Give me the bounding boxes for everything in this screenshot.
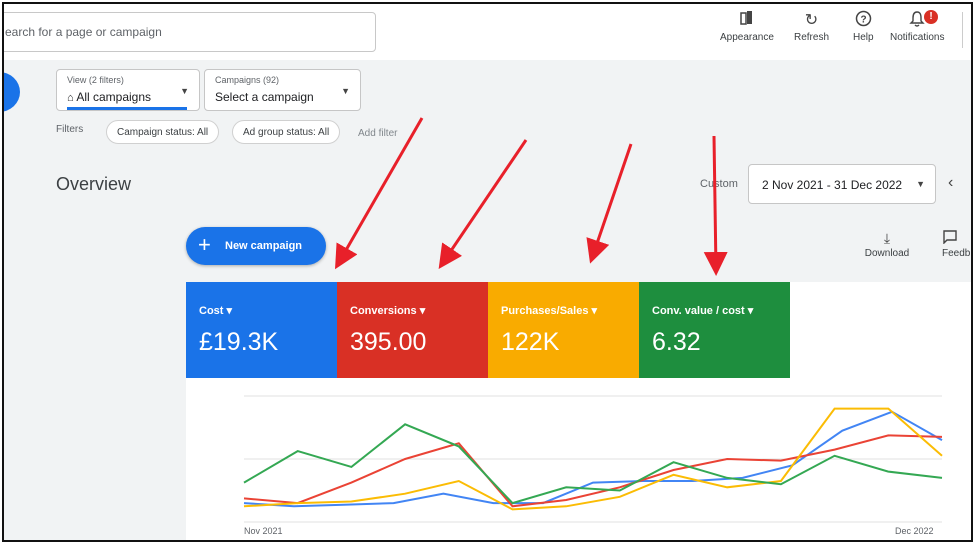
filters-label: Filters [56, 124, 84, 135]
appearance-button[interactable]: Appearance [720, 10, 774, 43]
refresh-label: Refresh [794, 32, 830, 43]
download-label: Download [864, 248, 910, 259]
new-campaign-button[interactable]: + New campaign [186, 227, 326, 265]
metric-tile-cost[interactable]: Cost ▾ £19.3K [186, 282, 337, 378]
arrow-to-conversions [438, 139, 528, 269]
appearance-label: Appearance [720, 32, 774, 43]
view-value: ⌂ All campaigns [67, 90, 151, 104]
series-line-3 [243, 423, 943, 505]
notification-badge: ! [924, 10, 938, 24]
view-caption: View (2 filters) [67, 75, 124, 85]
chevron-down-icon: ▼ [916, 179, 925, 189]
chart-series [243, 407, 943, 511]
help-button[interactable]: ? Help [853, 10, 874, 43]
help-icon: ? [853, 10, 874, 32]
view-underline [67, 107, 187, 110]
add-filter-link[interactable]: Add filter [358, 128, 398, 139]
x-axis-start-label: Nov 2021 [244, 526, 283, 536]
search-placeholder: earch for a page or campaign [5, 25, 162, 39]
campaign-caption: Campaigns (92) [215, 75, 280, 85]
metric-value: 395.00 [350, 328, 427, 356]
ad-group-status-filter-chip[interactable]: Ad group status: All [232, 120, 341, 144]
metric-value: 6.32 [652, 328, 701, 356]
previous-period-icon[interactable]: ‹ [948, 174, 954, 191]
series-line-0 [243, 410, 943, 508]
chevron-down-icon: ▼ [341, 86, 350, 96]
campaign-selector[interactable]: Campaigns (92) Select a campaign ▼ [204, 69, 361, 111]
date-range-type: Custom [700, 178, 738, 190]
toolbar-divider [962, 12, 963, 48]
feedback-icon [942, 230, 970, 248]
metric-tile-conv-value-cost[interactable]: Conv. value / cost ▾ 6.32 [639, 282, 790, 378]
account-avatar[interactable] [4, 72, 20, 112]
plus-icon: + [198, 232, 211, 257]
bell-icon: ! [890, 10, 944, 32]
feedback-button[interactable]: Feedb [942, 230, 970, 259]
more-options-icon[interactable]: ⋮ [968, 304, 971, 321]
series-line-1 [243, 434, 943, 508]
download-icon: ⤓ [883, 230, 891, 246]
performance-chart [243, 395, 943, 523]
metric-label: Cost ▾ [199, 305, 233, 317]
metric-tile-purchases[interactable]: Purchases/Sales ▾ 122K [488, 282, 639, 378]
date-range-picker[interactable]: 2 Nov 2021 - 31 Dec 2022 ▼ [748, 164, 936, 204]
campaign-value: Select a campaign [215, 90, 314, 104]
refresh-button[interactable]: ↻ Refresh [794, 10, 829, 43]
top-bar: earch for a page or campaign Appearance … [4, 4, 971, 60]
arrow-to-conv-value [703, 135, 728, 276]
performance-card: Cost ▾ £19.3K Conversions ▾ 395.00 Purch… [186, 282, 971, 540]
svg-text:?: ? [860, 15, 866, 26]
notifications-button[interactable]: ! Notifications [890, 10, 944, 43]
metric-value: 122K [501, 328, 560, 356]
notifications-label: Notifications [890, 32, 945, 43]
arrow-to-cost [335, 117, 424, 270]
view-selector[interactable]: View (2 filters) ⌂ All campaigns ▼ [56, 69, 200, 111]
refresh-icon: ↻ [804, 12, 819, 29]
annotation-arrows [335, 117, 728, 276]
metric-value: £19.3K [199, 328, 279, 356]
series-line-2 [243, 407, 943, 511]
appearance-icon [720, 10, 774, 32]
campaign-status-filter-chip[interactable]: Campaign status: All [106, 120, 220, 144]
metric-label: Conv. value / cost ▾ [652, 305, 754, 317]
home-icon: ⌂ [67, 92, 74, 104]
help-label: Help [853, 32, 874, 43]
download-button[interactable]: ⤓ Download [864, 230, 910, 259]
new-campaign-label: New campaign [225, 240, 303, 252]
x-axis-end-label: Dec 2022 [895, 526, 934, 536]
date-range-value: 2 Nov 2021 - 31 Dec 2022 [762, 178, 903, 192]
arrow-to-purchases [586, 143, 633, 264]
metric-label: Conversions ▾ [350, 305, 426, 317]
page-title: Overview [56, 174, 132, 194]
chevron-down-icon: ▼ [180, 86, 189, 96]
metric-tile-conversions[interactable]: Conversions ▾ 395.00 [337, 282, 488, 378]
metric-label: Purchases/Sales ▾ [501, 305, 598, 317]
view-value-text: All campaigns [76, 90, 152, 104]
feedback-label: Feedb [942, 248, 971, 259]
search-input[interactable]: earch for a page or campaign [4, 12, 376, 52]
